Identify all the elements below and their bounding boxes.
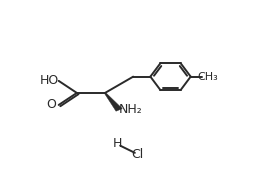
Text: Cl: Cl (131, 148, 144, 161)
Text: HO: HO (40, 74, 59, 87)
Text: H: H (112, 137, 122, 151)
Text: O: O (47, 98, 57, 112)
Text: CH₃: CH₃ (197, 72, 218, 82)
Text: NH₂: NH₂ (118, 103, 142, 116)
Polygon shape (104, 93, 122, 111)
